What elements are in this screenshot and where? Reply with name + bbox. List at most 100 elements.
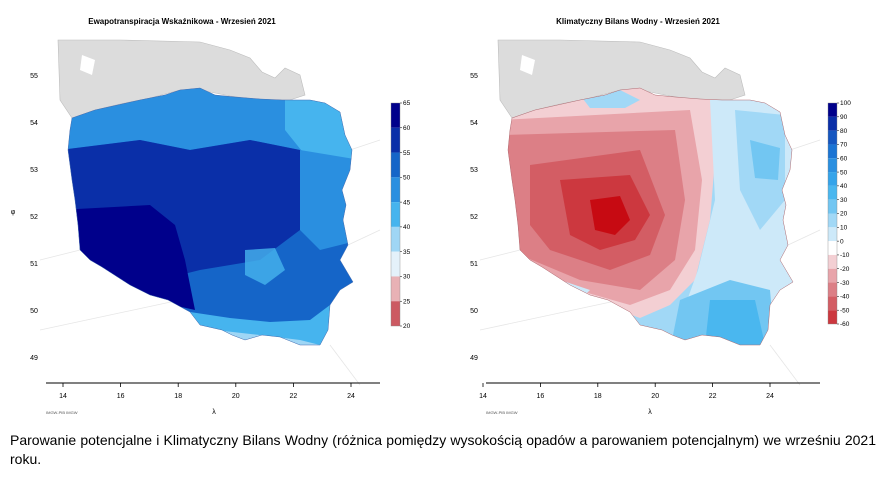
legend-color-swatch <box>391 177 400 203</box>
water-balance-fill <box>508 88 793 345</box>
x-tick-label: 20 <box>651 393 659 400</box>
y-tick-label: 49 <box>470 355 478 362</box>
credit-text: IMGW-PIB IMGW <box>46 410 78 415</box>
x-tick-label: 18 <box>174 393 182 400</box>
legend-color-swatch <box>828 185 837 200</box>
x-tick-label: 20 <box>232 393 240 400</box>
y-tick-label: 52 <box>470 214 478 221</box>
legend-color-swatch <box>828 172 837 186</box>
neighbor-border-lines <box>479 139 821 386</box>
legend-tick-label: 25 <box>403 298 411 305</box>
x-tick-label: 24 <box>347 393 355 400</box>
legend-tick-label: 50 <box>840 169 848 176</box>
legend-tick-label: -30 <box>840 280 850 287</box>
y-tick-label: 51 <box>470 261 478 268</box>
x-tick-label: 14 <box>59 393 67 400</box>
legend-tick-label: 70 <box>840 142 848 149</box>
water-balance-map: 14 16 18 20 22 24 55 54 53 52 51 50 49 λ IMGW-PIB I… <box>470 39 851 416</box>
y-tick-label: 51 <box>30 261 38 268</box>
legend-tick-label: -20 <box>840 266 850 273</box>
evapotranspiration-fill <box>68 88 353 345</box>
legend-color-swatch <box>828 254 837 269</box>
legend-color-swatch <box>391 251 400 277</box>
legend-color-swatch <box>828 296 837 311</box>
x-tick-label: 14 <box>479 393 487 400</box>
y-tick-label: 49 <box>30 355 38 362</box>
legend-color-swatch <box>828 213 837 228</box>
legend-color-swatch <box>828 227 837 242</box>
legend-tick-label: 55 <box>403 150 411 157</box>
y-tick-label: 53 <box>470 167 478 174</box>
legend-color-swatch <box>828 199 837 214</box>
x-axis-label: λ <box>212 409 216 416</box>
legend-color-swatch <box>828 130 837 145</box>
legend-color-swatch <box>828 310 837 324</box>
x-tick-label: 16 <box>537 393 545 400</box>
legend-color-swatch <box>828 241 837 255</box>
y-tick-label: 50 <box>470 308 478 315</box>
y-tick-label: 52 <box>30 214 38 221</box>
neighbor-border-lines <box>39 139 381 386</box>
map-title: Klimatyczny Bilans Wodny - Wrzesień 2021 <box>556 17 720 26</box>
legend-tick-label: 65 <box>403 100 411 107</box>
legend-color-swatch <box>391 301 400 326</box>
legend-tick-label: 40 <box>403 224 411 231</box>
legend-tick-label: -50 <box>840 307 850 314</box>
legend-tick-label: -10 <box>840 252 850 259</box>
poland-outline <box>67 87 354 346</box>
legend-tick-label: 30 <box>403 274 411 281</box>
map-title: Ewapotranspiracja Wskaźnikowa - Wrzesień… <box>88 17 276 26</box>
x-tick-labels: 14 16 18 20 22 24 <box>59 383 355 400</box>
legend-color-swatch <box>828 103 837 117</box>
legend-tick-label: -60 <box>840 321 850 328</box>
legend-tick-label: -40 <box>840 294 850 301</box>
legend-color-swatch <box>828 144 837 159</box>
legend-tick-label: 100 <box>840 100 851 107</box>
legend-frame <box>390 102 401 327</box>
x-tick-label: 22 <box>290 393 298 400</box>
evapotranspiration-map: 14 16 18 20 22 24 55 54 53 52 51 50 49 λ φ IMGW-PIB… <box>11 39 411 416</box>
y-tick-label: 55 <box>30 73 38 80</box>
poland-outline <box>507 87 794 346</box>
legend-color-swatch <box>828 282 837 297</box>
legend-color-swatch <box>391 152 400 178</box>
evapotranspiration-legend: 65 60 55 50 45 40 35 30 25 20 <box>390 100 411 330</box>
legend-tick-label: 35 <box>403 249 411 256</box>
legend-tick-label: 50 <box>403 175 411 182</box>
legend-color-swatch <box>391 103 400 128</box>
legend-color-swatch <box>391 127 400 153</box>
y-tick-label: 50 <box>30 308 38 315</box>
legend-color-swatch <box>828 116 837 131</box>
lake-shape <box>520 55 535 75</box>
legend-tick-label: 40 <box>840 183 848 190</box>
x-tick-label: 22 <box>709 393 717 400</box>
legend-color-swatch <box>391 202 400 227</box>
y-tick-label: 55 <box>470 73 478 80</box>
legend-tick-label: 90 <box>840 114 848 121</box>
legend-tick-label: 45 <box>403 199 411 206</box>
legend-tick-label: 60 <box>840 155 848 162</box>
x-tick-label: 18 <box>594 393 602 400</box>
legend-tick-label: 30 <box>840 197 848 204</box>
legend-tick-label: 20 <box>840 211 848 218</box>
y-tick-label: 53 <box>30 167 38 174</box>
legend-color-swatch <box>828 268 837 283</box>
water-balance-map-panel: Klimatyczny Bilans Wodny - Wrzesień 2021 <box>440 0 880 425</box>
y-tick-labels: 55 54 53 52 51 50 49 <box>470 73 478 362</box>
legend-tick-label: 10 <box>840 225 848 232</box>
x-tick-label: 16 <box>117 393 125 400</box>
figure-caption: Parowanie potencjalne i Klimatyczny Bila… <box>10 432 876 467</box>
legend-tick-label: 60 <box>403 125 411 132</box>
legend-tick-label: 0 <box>840 238 844 245</box>
legend-color-swatch <box>828 158 837 173</box>
x-axis-label: λ <box>648 409 652 416</box>
y-tick-label: 54 <box>470 120 478 127</box>
credit-text: IMGW-PIB IMGW <box>486 410 518 415</box>
legend-tick-label: 20 <box>403 323 411 330</box>
legend-color-swatch <box>391 276 400 302</box>
evapotranspiration-map-panel: Ewapotranspiracja Wskaźnikowa - Wrzesień… <box>0 0 440 425</box>
legend-color-swatch <box>391 226 400 252</box>
y-axis-label: φ <box>11 209 16 216</box>
x-tick-labels: 14 16 18 20 22 24 <box>479 383 774 400</box>
